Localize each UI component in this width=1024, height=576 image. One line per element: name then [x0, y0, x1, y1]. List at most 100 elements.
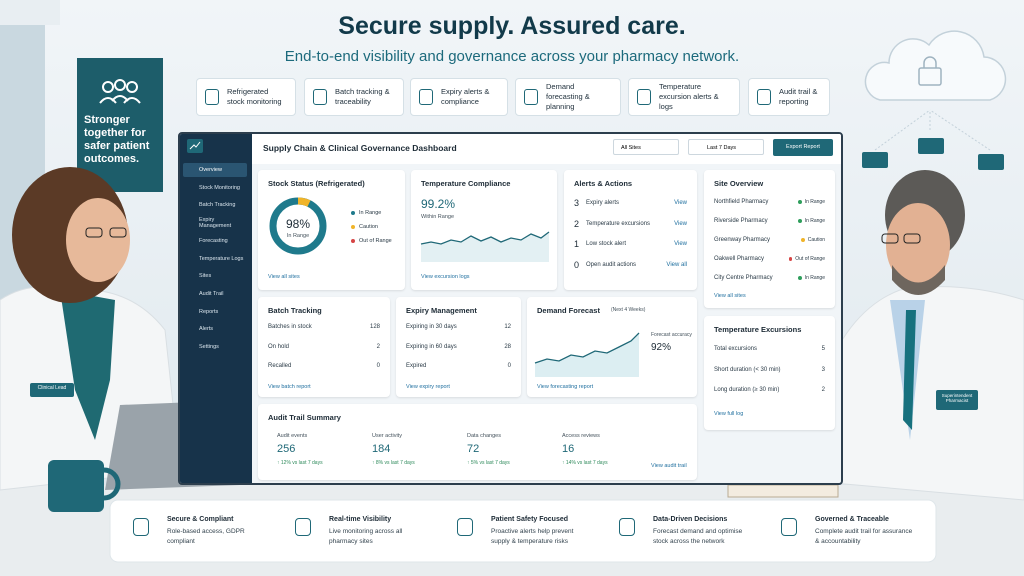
- site-filter[interactable]: All Sites: [613, 139, 679, 155]
- benefit-icon: [295, 518, 311, 536]
- nav-item[interactable]: Batch Tracking: [199, 202, 236, 209]
- nav-item[interactable]: Stock Monitoring: [199, 184, 240, 191]
- metric-value: 0: [507, 363, 511, 369]
- feature-icon: [419, 89, 433, 105]
- nav-item[interactable]: Overview: [183, 163, 247, 177]
- temp-value: 99.2%: [421, 197, 456, 211]
- nav-item[interactable]: Alerts: [199, 326, 214, 333]
- card-title: Site Overview: [714, 179, 764, 188]
- excursions-card: Temperature Excursions Total excursions 5 S…: [704, 316, 835, 430]
- audit-label: User activity: [372, 433, 402, 439]
- nav-item[interactable]: Settings: [199, 344, 219, 350]
- alert-action[interactable]: View: [674, 200, 687, 206]
- audit-value: 184: [372, 443, 391, 455]
- export-button[interactable]: Export Report: [773, 139, 833, 156]
- cloud-links: [874, 109, 991, 151]
- nav-item[interactable]: Sites: [199, 273, 212, 280]
- nav-item[interactable]: Audit Trail: [199, 290, 224, 297]
- card-note: (Next 4 Weeks): [611, 307, 646, 313]
- benefit-title: Governed & Traceable: [815, 516, 889, 523]
- audit-value: 256: [277, 443, 296, 455]
- benefits-panel: [109, 499, 937, 563]
- alert-action[interactable]: View all: [666, 262, 687, 269]
- beard-right: [892, 265, 945, 295]
- site-status: In Range: [798, 199, 825, 205]
- poster-text: Stronger together for safer patient outc…: [84, 114, 150, 165]
- alert-row: 1 Low stock alert View: [574, 239, 687, 249]
- benefit-title: Patient Safety Focused: [491, 516, 569, 523]
- feature-icon: [757, 89, 771, 105]
- card-title: Demand Forecast: [537, 306, 600, 315]
- site-status: In Range: [798, 218, 825, 224]
- card-title: Alerts & Actions: [574, 179, 633, 188]
- benefit: Patient Safety Focused Proactive alerts h…: [449, 510, 609, 554]
- metric-row: Total excursions 5: [714, 346, 825, 352]
- metric-row: Expired 0: [406, 363, 511, 369]
- badge-right: [936, 390, 978, 410]
- metric-value: 128: [369, 324, 380, 330]
- nav-item[interactable]: Reports: [199, 308, 219, 315]
- card-link[interactable]: View audit trail: [651, 463, 687, 469]
- window-top: [0, 0, 60, 25]
- benefit-icon: [457, 518, 473, 536]
- feature-label: Batch tracking & traceability: [335, 87, 390, 106]
- alert-label: Low stock alert: [586, 241, 627, 248]
- legend-label: Out of Range: [359, 238, 392, 244]
- mug-handle: [103, 467, 121, 501]
- metric-label: Expired: [406, 363, 427, 369]
- metric-row: On hold 2: [268, 344, 380, 350]
- nav-item[interactable]: Expiry Management: [199, 217, 232, 230]
- metric-value: 0: [376, 363, 380, 369]
- sparkline: [420, 231, 550, 262]
- audit-change: ↑ 8% vs last 7 days: [372, 460, 415, 466]
- scrubs-left: [60, 290, 115, 440]
- feature-icon: [637, 89, 651, 105]
- feature-icon: [524, 89, 538, 105]
- legend-dot: [351, 211, 355, 215]
- card-title: Expiry Management: [406, 306, 477, 315]
- lock-icon: [918, 67, 942, 86]
- audit-value: 16: [562, 443, 575, 455]
- card-link[interactable]: View all sites: [268, 274, 300, 280]
- accuracy-value: 92%: [651, 342, 672, 353]
- site-row: Riverside Pharmacy In Range: [714, 218, 825, 224]
- donut-value: 98%: [285, 217, 311, 231]
- legend-dot: [351, 239, 355, 243]
- card-link[interactable]: View batch report: [268, 384, 311, 390]
- metric-label: Expiring in 60 days: [406, 343, 457, 350]
- benefit: Real-time Visibility Live monitoring acro…: [287, 510, 447, 554]
- status-dot: [788, 257, 793, 261]
- date-filter[interactable]: Last 7 Days: [688, 139, 764, 155]
- alert-action[interactable]: View: [674, 241, 687, 248]
- card-link[interactable]: View forecasting report: [537, 384, 594, 390]
- site-name: Northfield Pharmacy: [714, 199, 769, 205]
- audit-change: ↑ 5% vs last 7 days: [467, 460, 510, 466]
- feature-label: Demand forecasting & planning: [546, 82, 590, 111]
- alert-action[interactable]: View: [674, 220, 687, 227]
- card-title: Stock Status (Refrigerated): [268, 179, 365, 188]
- card-link[interactable]: View full log: [714, 411, 744, 417]
- pharmacy-icons: [862, 138, 1004, 170]
- card-link[interactable]: View all sites: [714, 293, 746, 299]
- metric-row: Expiring in 60 days 28: [406, 344, 511, 350]
- feature-box: Temperature excursion alerts & logs: [628, 78, 740, 116]
- alert-left: 1 Low stock alert: [574, 239, 626, 249]
- legend-label: In Range: [359, 210, 382, 216]
- status-label: Out of Range: [795, 256, 825, 262]
- nav-item[interactable]: Forecasting: [199, 237, 228, 244]
- card-link[interactable]: View expiry report: [406, 384, 450, 390]
- benefit: Secure & Compliant Role-based access, GDP…: [125, 510, 285, 554]
- site-status: In Range: [798, 275, 825, 281]
- audit-label: Audit events: [277, 433, 308, 439]
- benefit-text: Proactive alerts help prevent supply & t…: [491, 528, 574, 545]
- metric-label: Batches in stock: [268, 324, 312, 330]
- metric-value: 12: [504, 324, 511, 330]
- accuracy-label: Forecast accuracy: [651, 332, 692, 338]
- benefit-text: Complete audit trail for assurance & acc…: [815, 528, 913, 545]
- feature-icon: [313, 89, 327, 105]
- alert-left: 0 Open audit actions: [574, 260, 636, 270]
- feature-box: Audit trail & reporting: [748, 78, 830, 116]
- card-link[interactable]: View excursion logs: [421, 274, 470, 280]
- nav-item[interactable]: Temperature Logs: [199, 255, 244, 262]
